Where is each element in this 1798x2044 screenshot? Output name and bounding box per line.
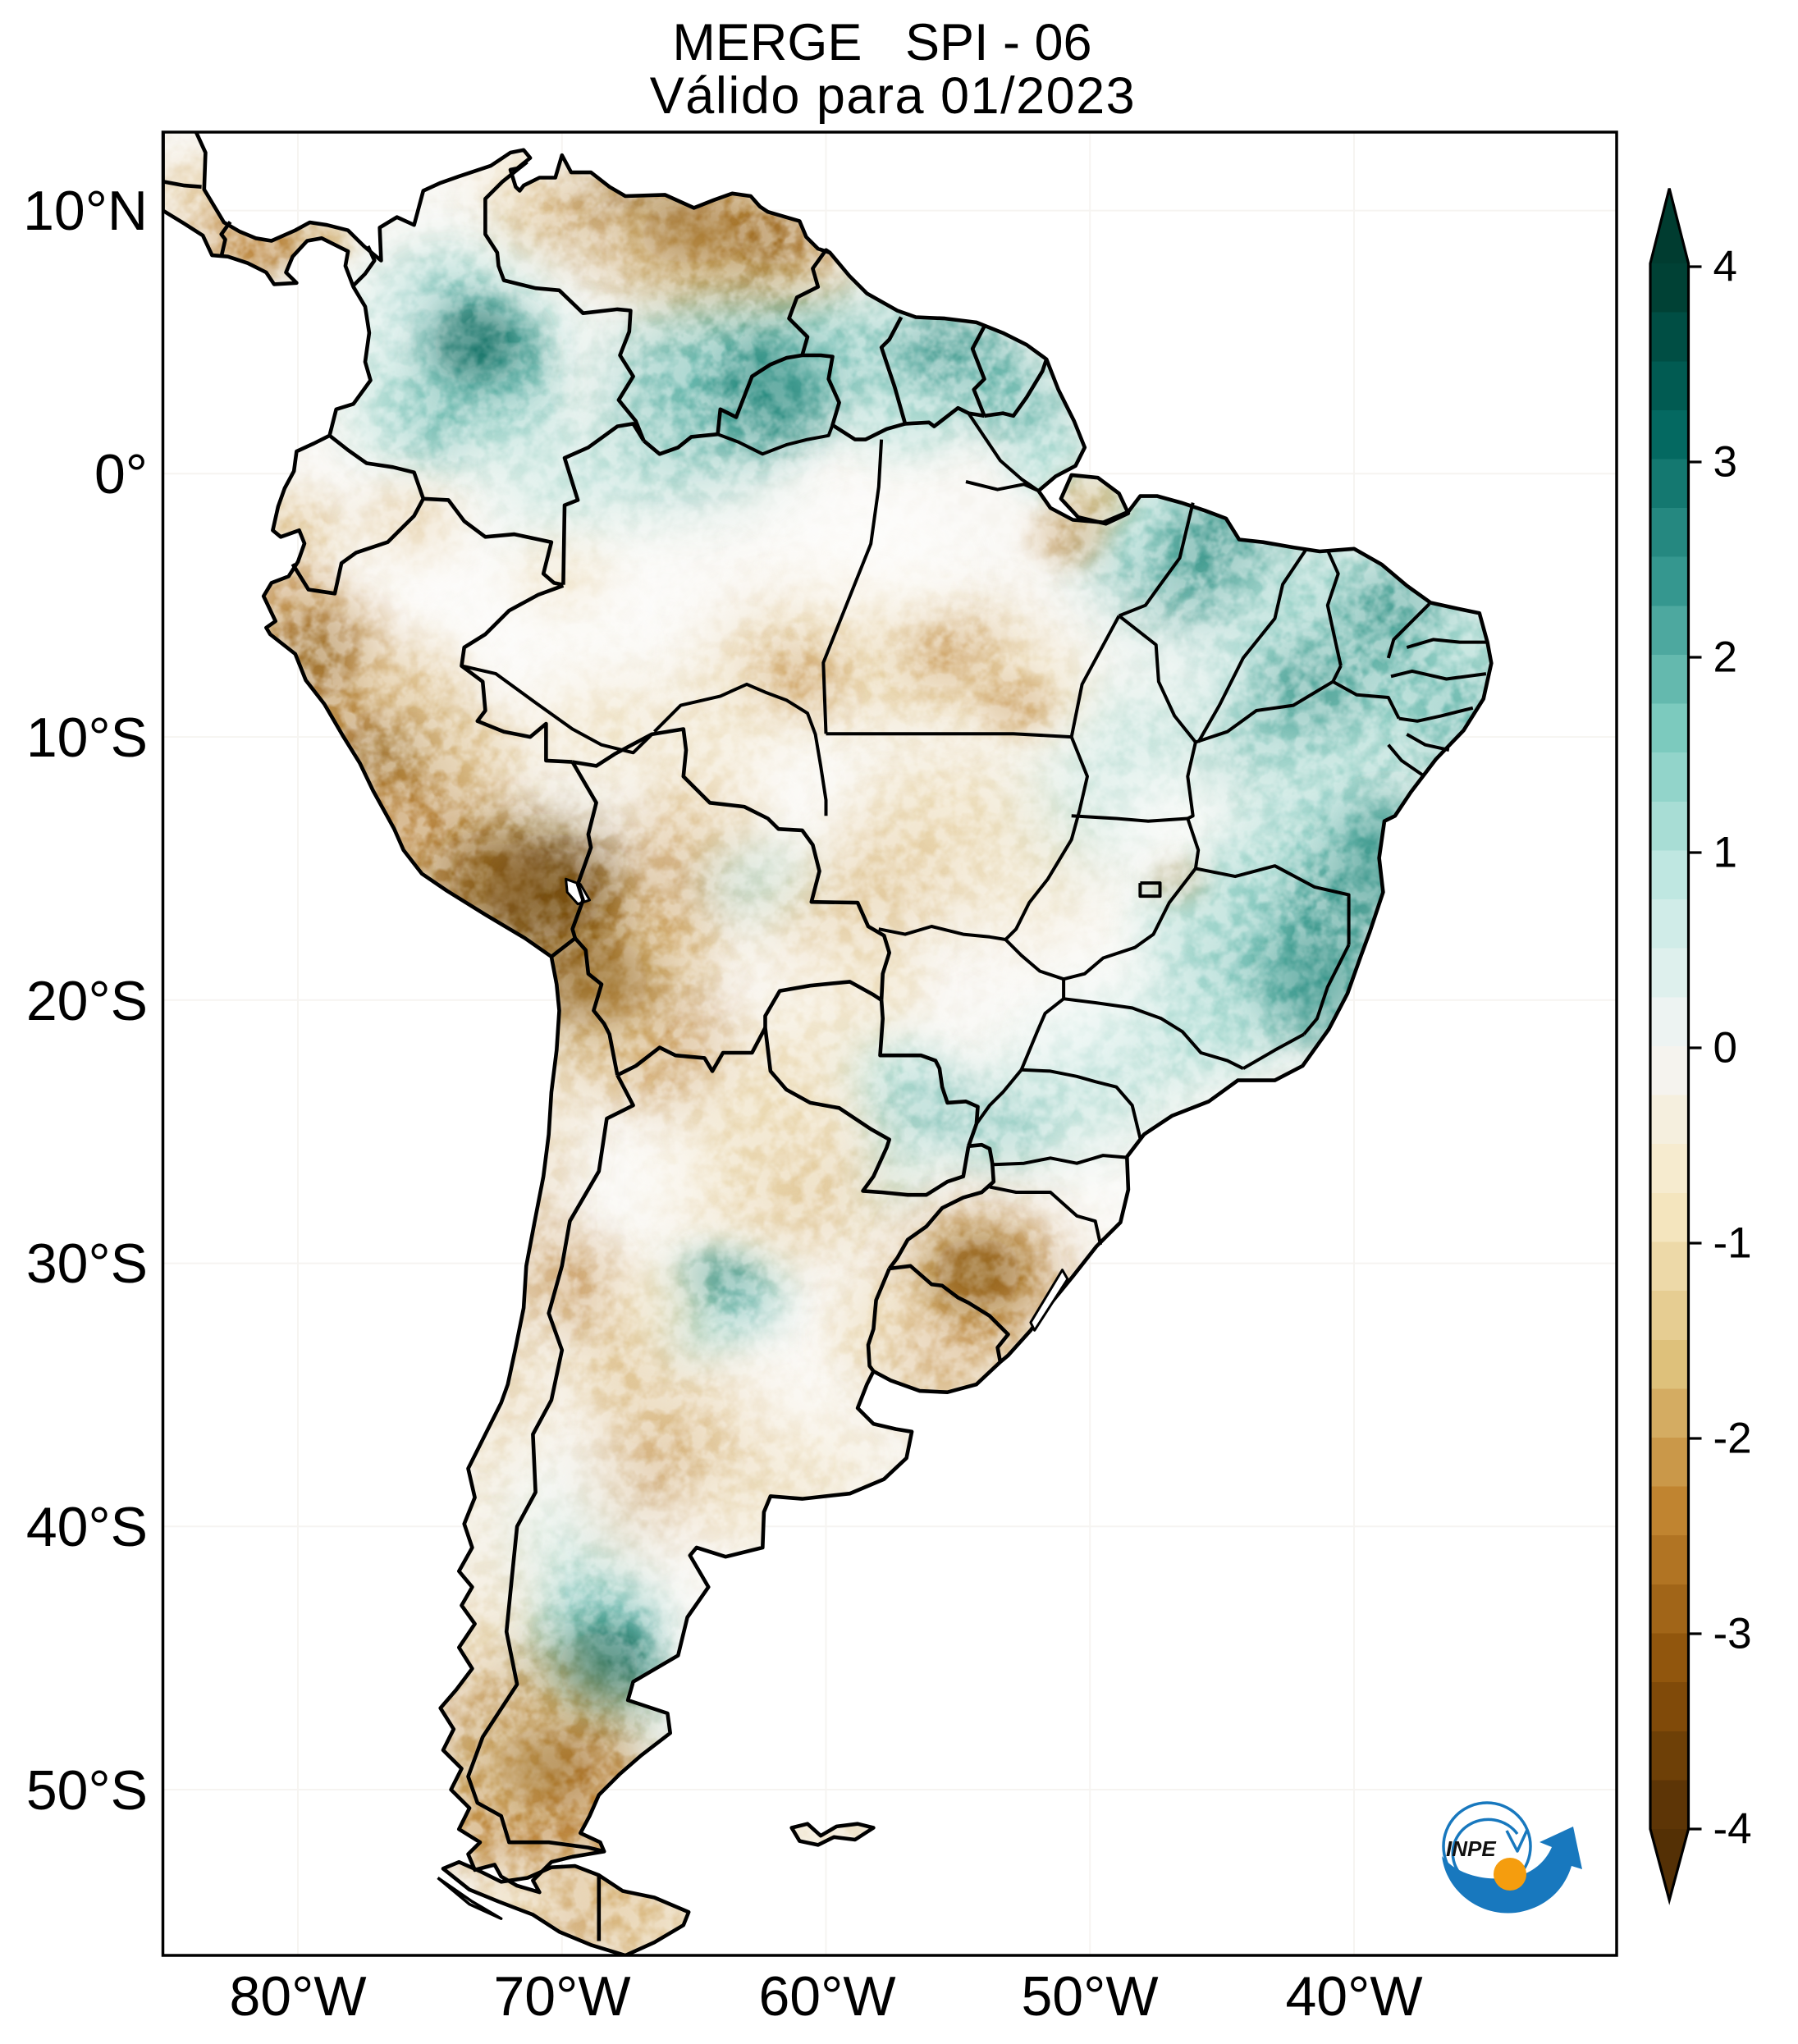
svg-text:-4: -4 xyxy=(1713,1805,1752,1854)
svg-text:70°W: 70°W xyxy=(493,1965,630,2028)
svg-text:0: 0 xyxy=(1713,1024,1737,1072)
svg-text:30°S: 30°S xyxy=(26,1232,148,1295)
svg-text:3: 3 xyxy=(1713,438,1737,487)
svg-text:Válido para 01/2023: Válido para 01/2023 xyxy=(650,67,1136,125)
svg-text:10°S: 10°S xyxy=(26,706,148,769)
svg-text:40°S: 40°S xyxy=(26,1496,148,1558)
svg-text:60°W: 60°W xyxy=(758,1965,895,2028)
svg-text:80°W: 80°W xyxy=(229,1965,366,2028)
svg-text:0°: 0° xyxy=(94,443,148,505)
svg-text:4: 4 xyxy=(1713,243,1737,291)
svg-text:-1: -1 xyxy=(1713,1219,1752,1268)
svg-text:-2: -2 xyxy=(1713,1415,1752,1463)
svg-text:1: 1 xyxy=(1713,829,1737,877)
svg-text:50°S: 50°S xyxy=(26,1759,148,1822)
svg-text:INPE: INPE xyxy=(1446,1836,1496,1861)
svg-text:MERGE SPI - 06: MERGE SPI - 06 xyxy=(672,14,1091,71)
svg-text:-3: -3 xyxy=(1713,1610,1752,1658)
svg-text:50°W: 50°W xyxy=(1021,1965,1158,2028)
svg-text:10°N: 10°N xyxy=(23,180,148,242)
svg-text:2: 2 xyxy=(1713,633,1737,682)
svg-text:40°W: 40°W xyxy=(1285,1965,1422,2028)
svg-text:20°S: 20°S xyxy=(26,970,148,1032)
